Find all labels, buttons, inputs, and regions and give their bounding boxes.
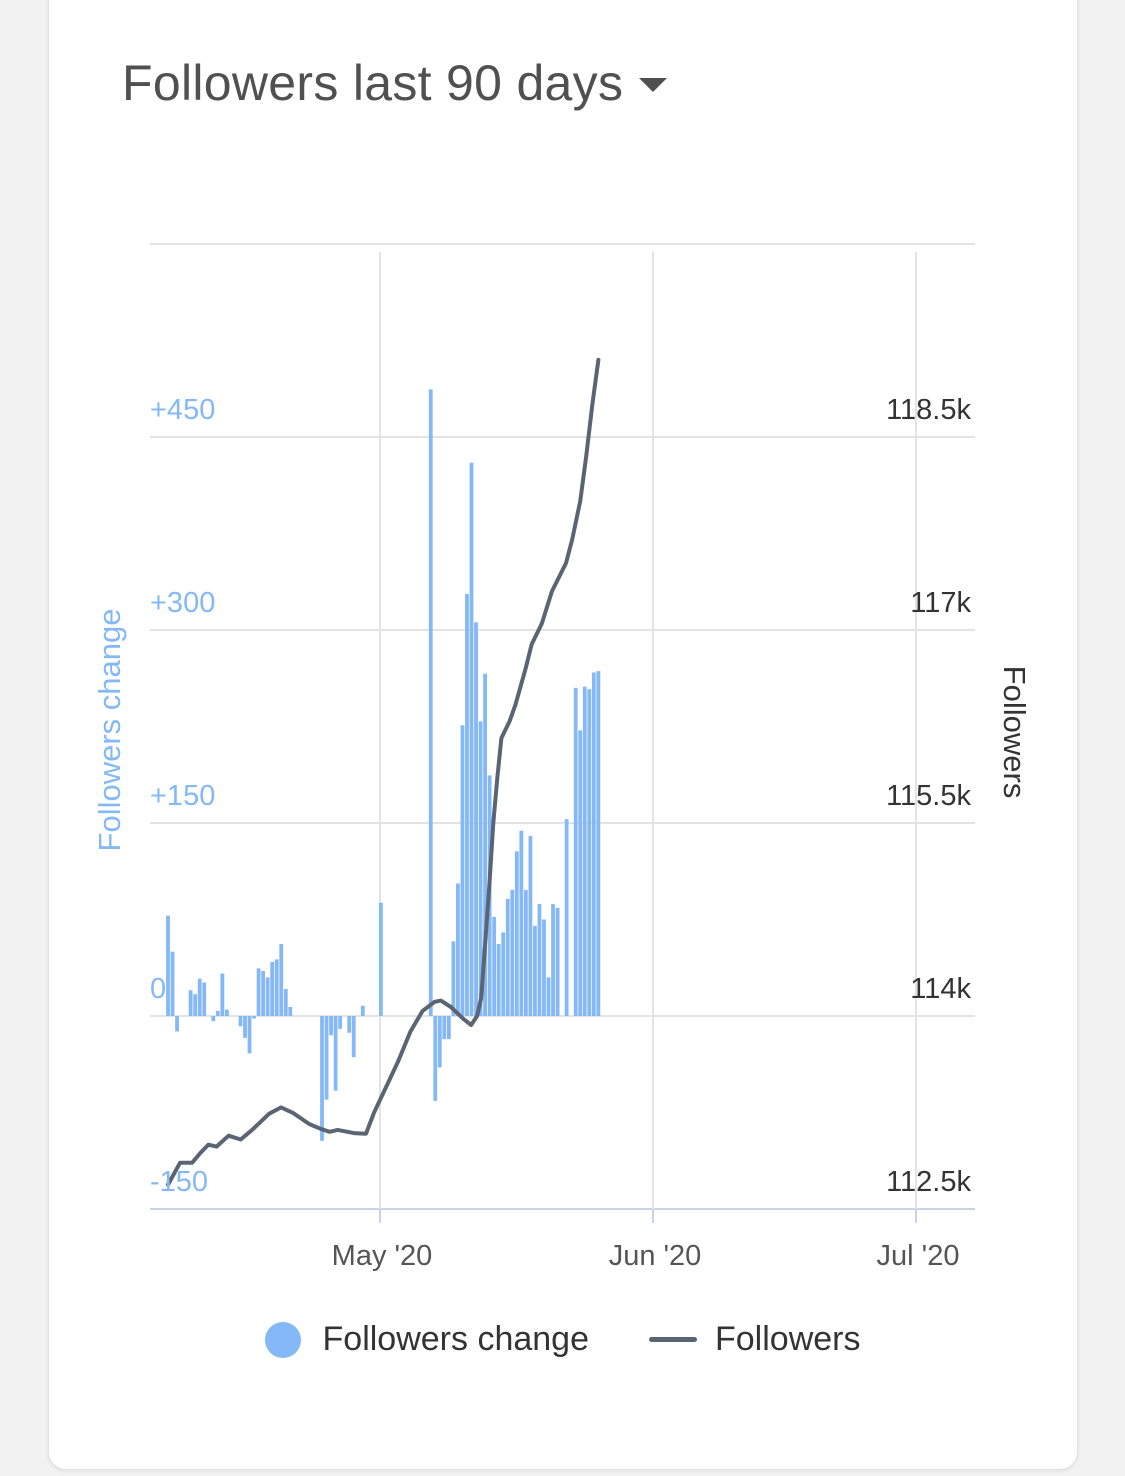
bar <box>469 462 474 1016</box>
bar <box>591 672 596 1016</box>
bar <box>288 1006 293 1016</box>
y-left-axis-label: Followers change <box>92 609 127 852</box>
line-icon <box>649 1337 697 1342</box>
bar <box>533 925 537 1016</box>
bar <box>496 943 501 1016</box>
x-tick-label: May '20 <box>332 1240 433 1272</box>
bar <box>247 1016 252 1054</box>
bar <box>220 973 225 1016</box>
legend-label-followers: Followers <box>715 1320 861 1358</box>
bar <box>542 919 546 1016</box>
bar <box>442 1016 447 1040</box>
bar <box>279 943 284 1016</box>
y-right-tick-label: 115.5k <box>886 780 971 812</box>
y-left-tick-label: +150 <box>150 780 215 812</box>
bars-layer <box>166 389 601 1141</box>
bar <box>474 622 478 1016</box>
period-dropdown[interactable]: Followers last 90 days <box>122 54 668 112</box>
bar <box>347 1016 352 1033</box>
bar <box>456 883 460 1016</box>
bar <box>523 889 528 1016</box>
legend: Followers change Followers <box>0 1320 1125 1359</box>
followers-chart: +450 +300 +150 0 -150 118.5k 117k 115.5k 114k 112… <box>92 243 1032 1272</box>
labels-layer: +450 +300 +150 0 -150 118.5k 117k 115.5k 114k 112… <box>92 394 1032 1272</box>
x-tick-label: Jul '20 <box>877 1240 960 1272</box>
legend-item-followers[interactable]: Followers <box>649 1320 860 1359</box>
y-right-tick-label: 118.5k <box>886 394 971 426</box>
bar <box>460 725 465 1016</box>
followers-line <box>166 357 601 1187</box>
bar <box>596 671 601 1016</box>
bar <box>514 851 519 1016</box>
bar <box>320 1016 324 1141</box>
bar <box>465 593 469 1016</box>
y-right-axis-label: Followers <box>997 666 1032 799</box>
bar <box>505 898 510 1016</box>
chart-title: Followers last 90 days <box>122 55 624 111</box>
bar <box>175 1016 179 1032</box>
bar <box>446 1016 451 1040</box>
bar <box>261 970 266 1016</box>
y-right-tick-label: 114k <box>910 973 971 1005</box>
bar <box>283 988 288 1016</box>
bar <box>546 977 551 1016</box>
bar <box>338 1016 343 1029</box>
y-left-tick-label: -150 <box>150 1166 208 1198</box>
caret-down-icon <box>639 78 668 92</box>
line-layer <box>166 357 601 1187</box>
bar <box>528 835 533 1016</box>
bar <box>483 673 487 1016</box>
legend-item-followers-change[interactable]: Followers change <box>264 1320 589 1359</box>
bar <box>324 1016 329 1100</box>
bar <box>252 1016 256 1019</box>
bar <box>256 968 261 1016</box>
bar <box>333 1016 338 1091</box>
bar <box>379 902 383 1016</box>
bar <box>433 1016 438 1101</box>
y-left-tick-label: +300 <box>150 587 215 619</box>
x-tick-label: Jun '20 <box>609 1240 702 1272</box>
y-right-tick-label: 112.5k <box>886 1166 971 1198</box>
bar <box>564 819 569 1016</box>
bar <box>360 1005 365 1016</box>
bar <box>270 961 275 1016</box>
bar <box>197 978 202 1016</box>
bar <box>573 687 578 1016</box>
bar <box>478 721 483 1016</box>
bar <box>166 915 170 1016</box>
bar <box>238 1016 243 1027</box>
bar <box>555 907 560 1016</box>
bar <box>587 689 592 1016</box>
bar <box>519 830 524 1016</box>
bar <box>492 916 497 1016</box>
bar <box>202 982 207 1016</box>
bar <box>329 1016 333 1036</box>
grid-layer <box>150 243 975 1223</box>
bar <box>582 686 587 1016</box>
bar <box>188 990 193 1016</box>
bar <box>193 994 198 1016</box>
bar <box>224 1009 229 1016</box>
y-right-tick-label: 117k <box>910 587 971 619</box>
bar <box>274 959 279 1016</box>
bar <box>211 1016 216 1022</box>
circle-icon <box>264 1321 301 1358</box>
legend-label-followers-change: Followers change <box>322 1320 589 1358</box>
bar <box>451 941 456 1016</box>
bar <box>243 1016 247 1038</box>
bar <box>170 951 175 1016</box>
bar <box>501 932 506 1016</box>
bar <box>265 977 270 1016</box>
bar <box>351 1016 356 1058</box>
bar <box>537 904 542 1016</box>
bar <box>510 889 515 1016</box>
bar <box>437 1016 442 1068</box>
y-left-tick-label: 0 <box>150 973 166 1005</box>
bar <box>428 389 433 1017</box>
bar <box>551 904 555 1016</box>
bar <box>215 1010 220 1016</box>
bar <box>578 730 583 1016</box>
y-left-tick-label: +450 <box>150 394 215 426</box>
